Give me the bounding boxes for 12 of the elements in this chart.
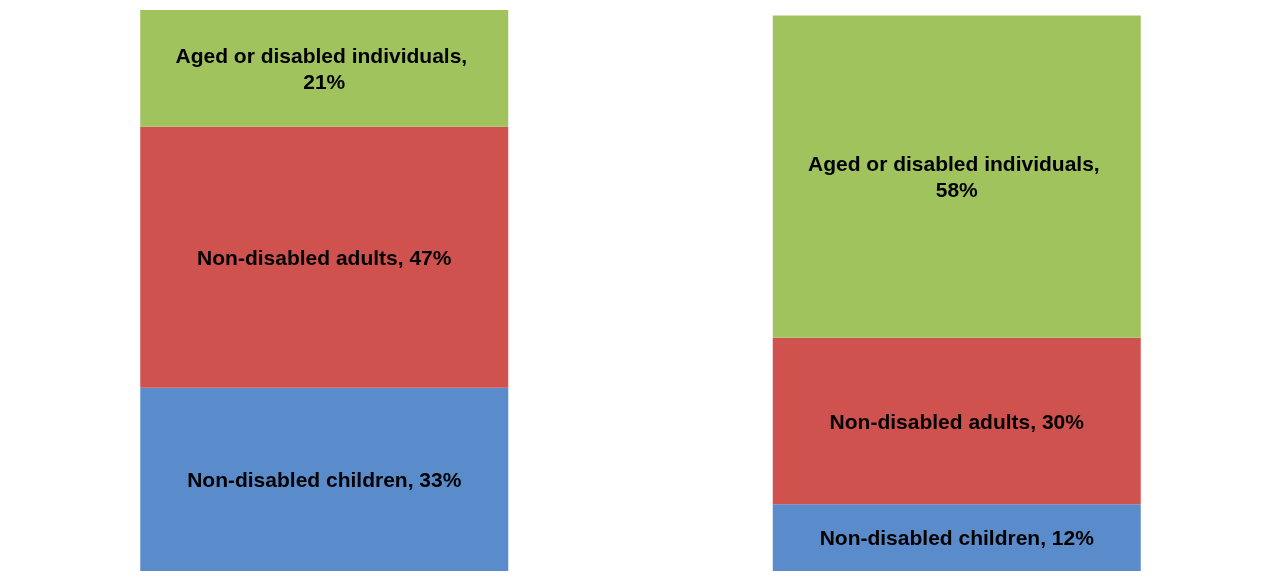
bar [140,387,509,571]
bar [140,10,509,127]
data-label: Non-disabled children, 33% [187,467,462,491]
bar [772,337,1141,505]
data-label: Aged or disabled individuals, 21% [175,43,474,93]
data-label: Non-disabled adults, 47% [197,245,452,269]
bar [772,504,1141,571]
bar [140,126,509,388]
data-label: Non-disabled children, 12% [819,526,1095,550]
bar [772,15,1141,338]
data-label: Non-disabled adults, 30% [829,409,1085,433]
data-label: Aged or disabled individuals, 58% [807,152,1106,202]
